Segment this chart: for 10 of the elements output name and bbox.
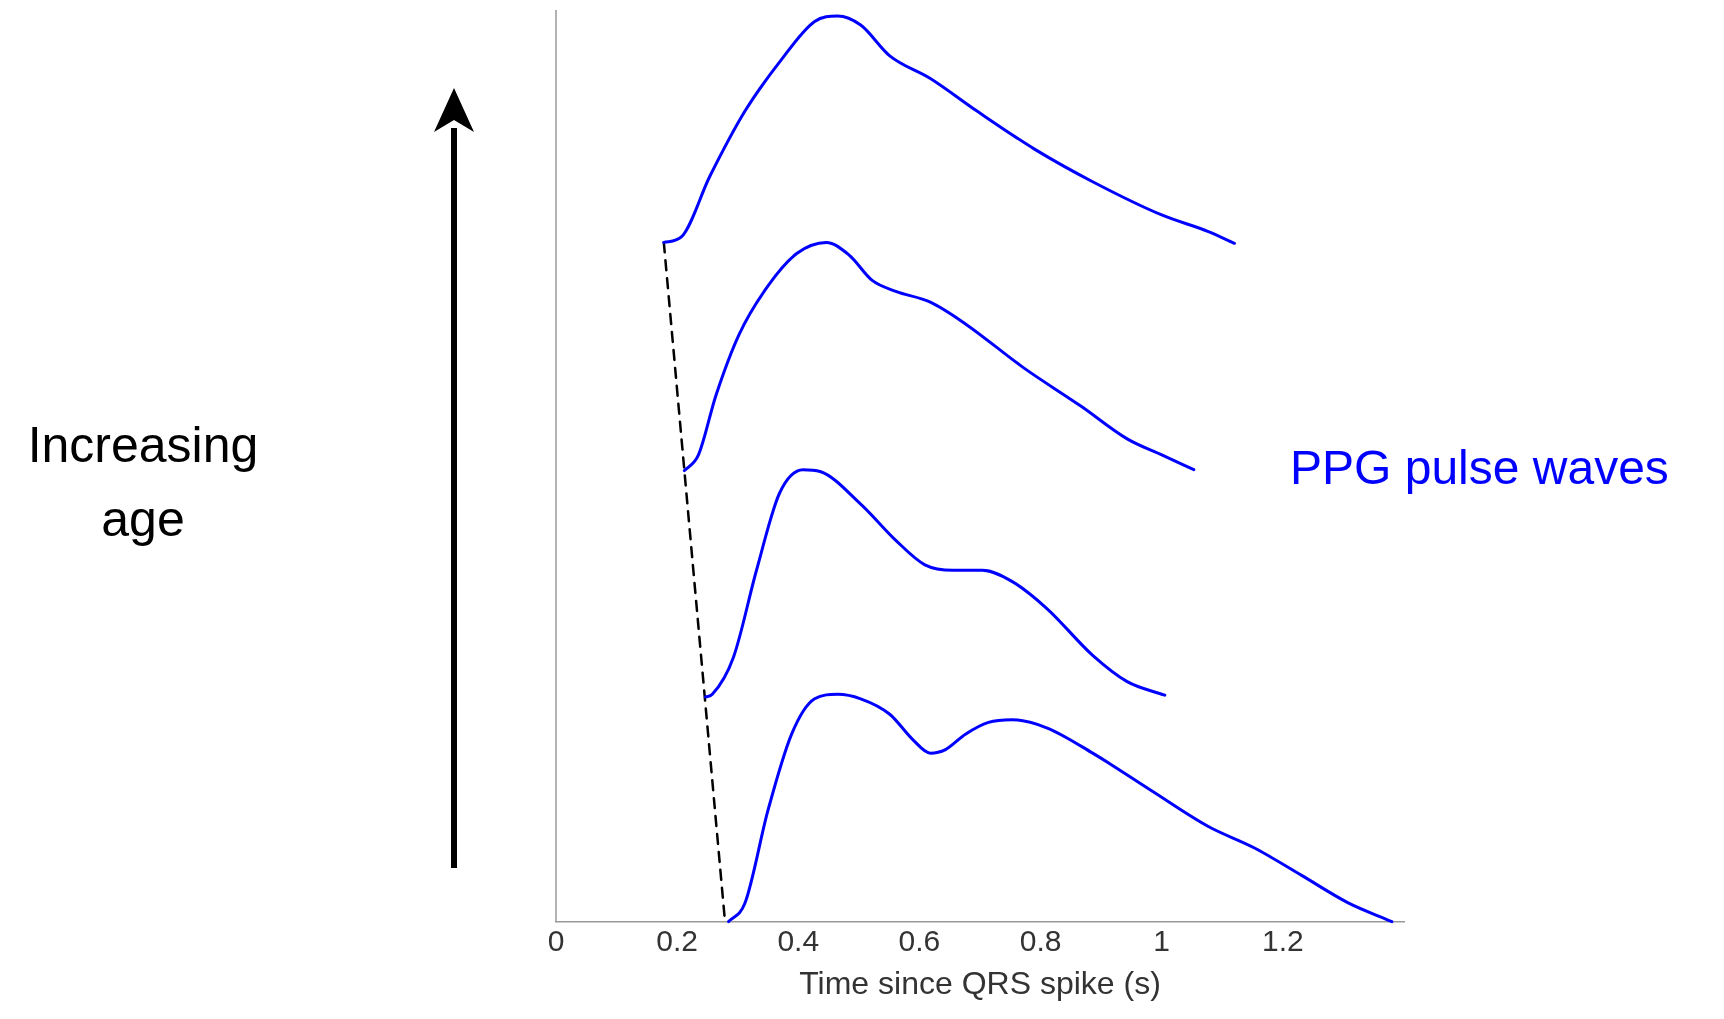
text: Increasing age <box>26 416 260 549</box>
x-axis-title: Time since QRS spike (s) <box>799 964 1161 1001</box>
x-tick-label: 0.6 <box>898 923 941 957</box>
x-tick-label: 0.2 <box>656 923 698 957</box>
x-tick-label: 0.4 <box>777 923 820 957</box>
x-tick-label: 0 <box>547 923 565 957</box>
x-tick-label: 1 <box>1153 923 1171 957</box>
x-tick-label: 0.8 <box>1019 923 1062 957</box>
x-tick-label: 1.2 <box>1262 923 1304 957</box>
annotation: PPG pulse waves <box>1290 440 1669 495</box>
